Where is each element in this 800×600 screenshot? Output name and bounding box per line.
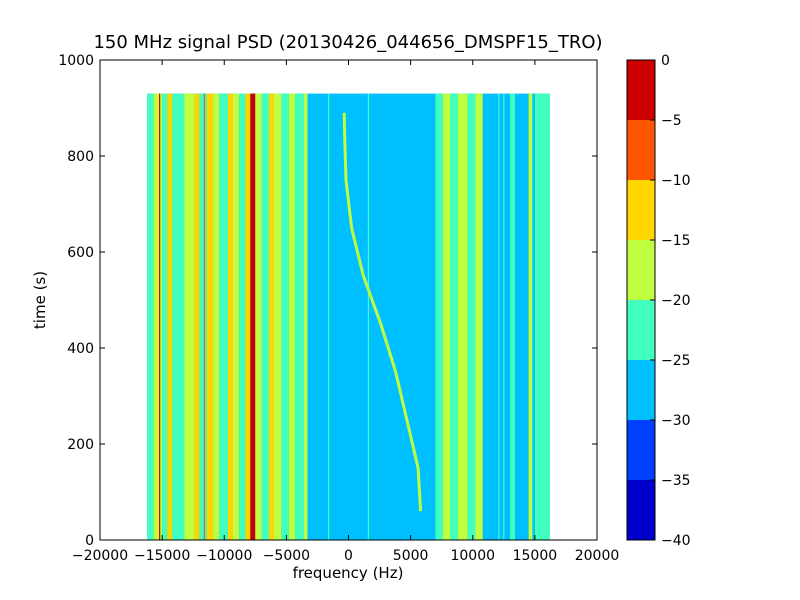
colorbar-tick-label: −25 — [661, 353, 691, 369]
x-tick-label: 10000 — [450, 548, 495, 564]
heatmap-band — [528, 93, 533, 540]
y-tick-label: 200 — [67, 437, 94, 453]
heatmap-band — [273, 93, 282, 540]
heatmap-band — [510, 93, 515, 540]
heatmap-band — [534, 93, 550, 540]
y-tick-label: 400 — [67, 341, 94, 357]
heatmap-band — [288, 93, 296, 540]
colorbar-segment — [627, 240, 655, 300]
heatmap-band — [281, 93, 289, 540]
heatmap-band — [232, 93, 240, 540]
x-axis-label: frequency (Hz) — [293, 564, 404, 582]
colorbar-tick-label: −35 — [661, 473, 691, 489]
x-tick-label: −20000 — [72, 548, 128, 564]
colorbar-segment — [627, 360, 655, 420]
colorbar-segment — [627, 60, 655, 120]
colorbar: −40 −35 −30 −25 −20 −15 −10 −5 0 — [626, 53, 691, 549]
y-axis-ticks: 0 200 400 600 800 1000 — [58, 53, 597, 549]
y-tick-label: 600 — [67, 245, 94, 261]
heatmap-band — [227, 93, 233, 540]
heatmap-band — [162, 93, 168, 540]
x-axis-ticks: −20000 −15000 −10000 −5000 0 5000 10000 15000 20… — [72, 60, 619, 564]
heatmap-band — [435, 93, 443, 540]
colorbar-segment — [627, 420, 655, 480]
heatmap-band — [147, 93, 154, 540]
y-tick-label: 1000 — [58, 53, 94, 69]
heatmap-band — [245, 93, 251, 540]
x-tick-label: −10000 — [196, 548, 252, 564]
heatmap-band — [239, 93, 246, 540]
x-tick-label: −5000 — [263, 548, 310, 564]
heatmap-band — [457, 93, 468, 540]
heatmap-band — [467, 93, 476, 540]
heatmap-band — [153, 93, 163, 540]
heatmap-band — [184, 93, 195, 540]
heatmap-band — [255, 93, 262, 540]
heatmap-band — [442, 93, 451, 540]
colorbar-segment — [627, 300, 655, 360]
heatmap-band — [206, 93, 214, 540]
colorbar-tick-label: 0 — [661, 53, 670, 69]
y-tick-label: 800 — [67, 149, 94, 165]
heatmap-band — [450, 93, 458, 540]
heatmap-band — [303, 93, 308, 540]
x-tick-label: 20000 — [575, 548, 620, 564]
heatmap-band — [268, 93, 274, 540]
colorbar-tick-label: −30 — [661, 413, 691, 429]
x-tick-label: 15000 — [513, 548, 558, 564]
heatmap-band — [167, 93, 173, 540]
colorbar-segment — [627, 480, 655, 540]
colorbar-segment — [627, 180, 655, 240]
plot-area: −20000 −15000 −10000 −5000 0 5000 10000 15000 20… — [58, 53, 619, 564]
colorbar-tick-label: −40 — [661, 533, 691, 549]
colorbar-levels — [627, 60, 655, 540]
colorbar-tick-label: −15 — [661, 233, 691, 249]
heatmap-band — [295, 93, 304, 540]
heatmap-band — [199, 93, 207, 540]
heatmap-band — [219, 93, 228, 540]
colorbar-tick-label: −5 — [661, 113, 682, 129]
chart-title: 150 MHz signal PSD (20130426_044656_DMSP… — [93, 32, 602, 53]
y-axis-label: time (s) — [31, 271, 49, 329]
heatmap-band — [213, 93, 220, 540]
heatmap-band — [261, 93, 269, 540]
colorbar-segment — [627, 120, 655, 180]
heatmap-band — [194, 93, 200, 540]
y-tick-label: 0 — [85, 533, 94, 549]
heatmap-band — [172, 93, 185, 540]
colorbar-tick-label: −20 — [661, 293, 691, 309]
colorbar-tick-label: −10 — [661, 173, 691, 189]
x-tick-label: 0 — [344, 548, 353, 564]
sweep-trace — [342, 112, 423, 512]
colorbar-ticks: −40 −35 −30 −25 −20 −15 −10 −5 0 — [650, 53, 691, 549]
x-tick-label: 5000 — [393, 548, 429, 564]
x-tick-label: −15000 — [134, 548, 190, 564]
heatmap-layer — [147, 93, 550, 540]
heatmap-band — [475, 93, 483, 540]
